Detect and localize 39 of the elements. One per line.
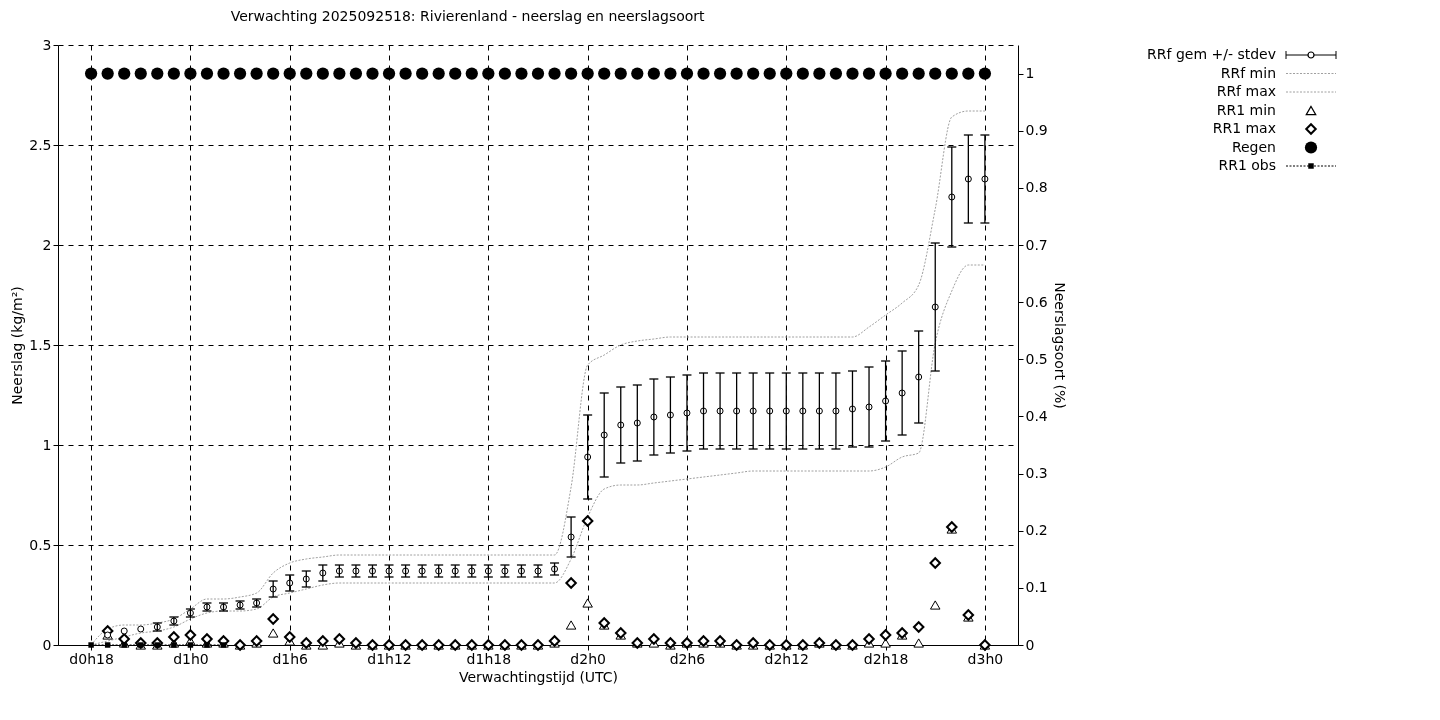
y2-tick-label: 0.1 — [1025, 579, 1048, 596]
x-tick-label: d3h0 — [967, 650, 1004, 667]
legend-label: RRf gem +/- stdev — [1147, 46, 1276, 62]
x-tick-label: d2h18 — [863, 650, 909, 667]
x-tick-label: d1h0 — [173, 650, 209, 667]
x-tick-label: d1h12 — [367, 650, 412, 667]
y2-tick-label: 0.3 — [1025, 465, 1048, 482]
x-tick-label: d1h18 — [466, 650, 512, 667]
legend-label: Regen — [1231, 138, 1276, 155]
y-tick-label: 0.5 — [29, 536, 52, 553]
y2-axis-title: Neerslagsoort (%) — [1051, 282, 1068, 409]
y2-tick-label: 0.2 — [1025, 522, 1048, 539]
x-axis-title: Verwachtingstijd (UTC) — [458, 668, 619, 685]
legend-label: RRf min — [1220, 64, 1276, 81]
y2-tick-label: 0.7 — [1025, 236, 1048, 253]
x-tick-label: d2h0 — [570, 650, 606, 667]
y2-tick-label: 0.9 — [1025, 122, 1048, 139]
x-tick-label: d2h12 — [764, 650, 810, 667]
y-tick-label: 1.5 — [29, 336, 52, 353]
y-tick-label: 2.5 — [29, 136, 52, 153]
legend-label: RR1 max — [1212, 120, 1276, 136]
legend-label: RRf max — [1216, 83, 1276, 99]
y2-tick-label: 1 — [1025, 65, 1035, 82]
y2-tick-label: 0.4 — [1025, 407, 1048, 424]
y-tick-label: 1 — [42, 436, 52, 453]
x-tick-label: d0h18 — [69, 650, 114, 667]
chart-title: Verwachting 2025092518: Rivierenland - neerslag en neerslagsoort — [230, 8, 706, 24]
y2-tick-label: 0.5 — [1025, 350, 1048, 367]
y-axis-title: Neerslag (kg/m²) — [9, 286, 26, 405]
y-tick-label: 3 — [42, 36, 52, 53]
y2-tick-label: 0.8 — [1025, 179, 1048, 196]
legend-label: RR1 obs — [1218, 157, 1276, 173]
y2-tick-label: 0 — [1025, 636, 1035, 653]
legend-label: RR1 min — [1216, 101, 1276, 118]
y-tick-label: 0 — [42, 636, 52, 653]
x-tick-label: d1h6 — [272, 650, 309, 667]
y2-tick-label: 0.6 — [1025, 293, 1048, 310]
x-tick-label: d2h6 — [669, 650, 706, 667]
y-tick-label: 2 — [42, 236, 52, 253]
